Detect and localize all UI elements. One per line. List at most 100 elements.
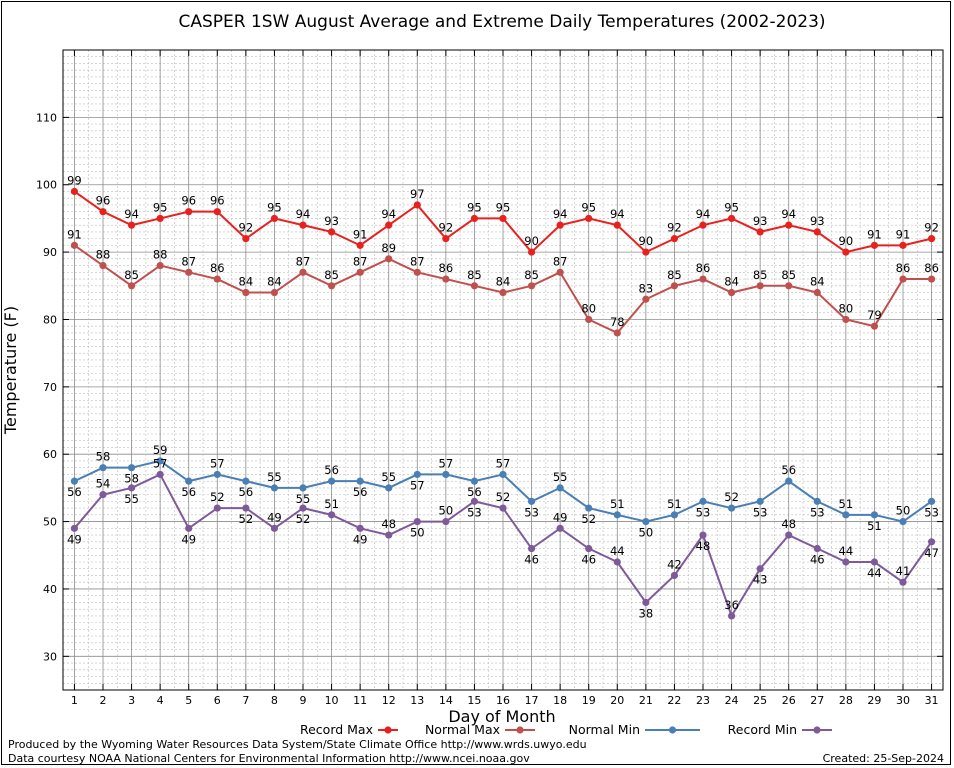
grid bbox=[63, 50, 943, 691]
record-min-point bbox=[585, 544, 593, 553]
x-tick-label: 26 bbox=[782, 694, 796, 707]
normal-max-data-label: 83 bbox=[639, 281, 654, 295]
record-min-point bbox=[127, 484, 136, 492]
y-tick-label: 30 bbox=[43, 650, 57, 663]
normal-max-point bbox=[327, 282, 336, 290]
normal-min-data-label: 53 bbox=[696, 505, 711, 519]
record-max-data-label: 94 bbox=[381, 207, 396, 221]
record-max-data-label: 95 bbox=[153, 200, 168, 214]
record-min-point bbox=[670, 571, 679, 580]
record-min-data-label: 44 bbox=[867, 566, 882, 580]
record-max-data-label: 94 bbox=[296, 207, 311, 221]
normal-max-point bbox=[585, 315, 593, 324]
y-tick-label: 110 bbox=[36, 111, 57, 124]
record-min-point bbox=[899, 578, 907, 586]
record-min-point bbox=[813, 544, 821, 553]
normal-max-point bbox=[813, 288, 821, 297]
normal-max-data-label: 85 bbox=[124, 268, 139, 282]
y-tick-label: 80 bbox=[43, 313, 57, 326]
legend-label-normal-max: Normal Max bbox=[425, 722, 500, 737]
record-min-point bbox=[185, 524, 193, 532]
record-max-data-label: 95 bbox=[724, 200, 739, 214]
x-axis-title: Day of Month bbox=[448, 707, 555, 726]
normal-min-data-label: 52 bbox=[581, 512, 596, 526]
record-min-data-label: 52 bbox=[239, 512, 254, 526]
normal-max-point bbox=[699, 275, 707, 283]
x-tick-label: 31 bbox=[925, 694, 939, 707]
x-tick-label: 17 bbox=[525, 694, 539, 707]
normal-max-point bbox=[242, 288, 250, 297]
normal-min-data-label: 55 bbox=[553, 470, 568, 484]
y-tick-label: 50 bbox=[43, 516, 57, 529]
normal-min-point bbox=[299, 484, 307, 492]
record-min-data-label: 43 bbox=[753, 573, 768, 587]
record-min-data-label: 49 bbox=[67, 532, 82, 546]
x-tick-label: 5 bbox=[185, 694, 192, 707]
record-max-point bbox=[842, 248, 850, 256]
legend: Record Max Normal Max Normal Min Record Min bbox=[300, 722, 832, 737]
normal-min-point bbox=[756, 497, 764, 505]
normal-min-point bbox=[727, 504, 736, 512]
record-max-point bbox=[356, 241, 364, 249]
record-max-point bbox=[785, 221, 793, 229]
record-max-point bbox=[413, 201, 421, 209]
x-tick-label: 11 bbox=[353, 694, 367, 707]
record-max-point bbox=[270, 214, 279, 223]
x-tick-label: 12 bbox=[382, 694, 396, 707]
y-axis-title: Temperature (F) bbox=[1, 306, 20, 435]
normal-min-point bbox=[499, 470, 507, 479]
record-max-point bbox=[499, 214, 507, 223]
record-min-point bbox=[870, 558, 879, 566]
record-max-point bbox=[870, 241, 879, 249]
normal-max-data-label: 85 bbox=[467, 268, 482, 282]
x-tick-label: 4 bbox=[157, 694, 164, 707]
x-tick-label: 23 bbox=[696, 694, 710, 707]
normal-min-point bbox=[470, 477, 479, 485]
x-tick-label: 6 bbox=[214, 694, 221, 707]
record-max-data-label: 91 bbox=[867, 227, 882, 241]
chart-title: CASPER 1SW August Average and Extreme Da… bbox=[178, 12, 825, 32]
normal-min-data-label: 56 bbox=[67, 485, 82, 499]
normal-min-data-label: 50 bbox=[896, 504, 911, 518]
x-tick-label: 27 bbox=[810, 694, 824, 707]
x-tick-label: 3 bbox=[128, 694, 135, 707]
normal-max-data-label: 85 bbox=[324, 268, 339, 282]
x-tick-label: 28 bbox=[839, 694, 853, 707]
record-max-data-label: 96 bbox=[96, 194, 111, 208]
normal-max-data-label: 79 bbox=[867, 308, 882, 322]
legend-marker-normal-max bbox=[516, 726, 524, 734]
normal-max-point bbox=[785, 282, 793, 290]
record-min-data-label: 48 bbox=[781, 517, 796, 531]
y-tick-label: 60 bbox=[43, 448, 57, 461]
normal-min-data-label: 57 bbox=[410, 478, 425, 492]
record-max-point bbox=[70, 187, 79, 196]
normal-min-point bbox=[127, 464, 136, 472]
normal-min-point bbox=[527, 497, 536, 505]
record-max-point bbox=[442, 235, 450, 243]
record-min-data-label: 46 bbox=[524, 553, 539, 567]
record-max-point bbox=[699, 221, 707, 229]
legend-label-record-min: Record Min bbox=[728, 722, 797, 737]
normal-max-data-label: 86 bbox=[210, 261, 225, 275]
normal-min-point bbox=[785, 477, 793, 485]
record-min-point bbox=[785, 531, 793, 539]
normal-max-data-label: 87 bbox=[410, 254, 425, 268]
record-min-data-label: 55 bbox=[124, 492, 139, 506]
normal-min-data-label: 58 bbox=[124, 472, 139, 486]
record-min-point bbox=[756, 565, 764, 573]
record-max-data-label: 93 bbox=[810, 214, 825, 228]
record-min-data-label: 50 bbox=[439, 504, 454, 518]
normal-min-point bbox=[242, 477, 250, 485]
normal-max-data-label: 84 bbox=[239, 275, 254, 289]
normal-min-point bbox=[642, 517, 650, 526]
record-max-data-label: 94 bbox=[610, 207, 625, 221]
normal-max-data-label: 86 bbox=[924, 261, 939, 275]
record-max-data-label: 99 bbox=[67, 173, 82, 187]
y-tick-label: 100 bbox=[36, 179, 57, 192]
normal-min-data-label: 58 bbox=[96, 450, 111, 464]
record-min-data-label: 42 bbox=[667, 557, 682, 571]
x-tick-label: 16 bbox=[496, 694, 510, 707]
record-max-point bbox=[527, 248, 536, 256]
normal-max-point bbox=[185, 268, 193, 276]
